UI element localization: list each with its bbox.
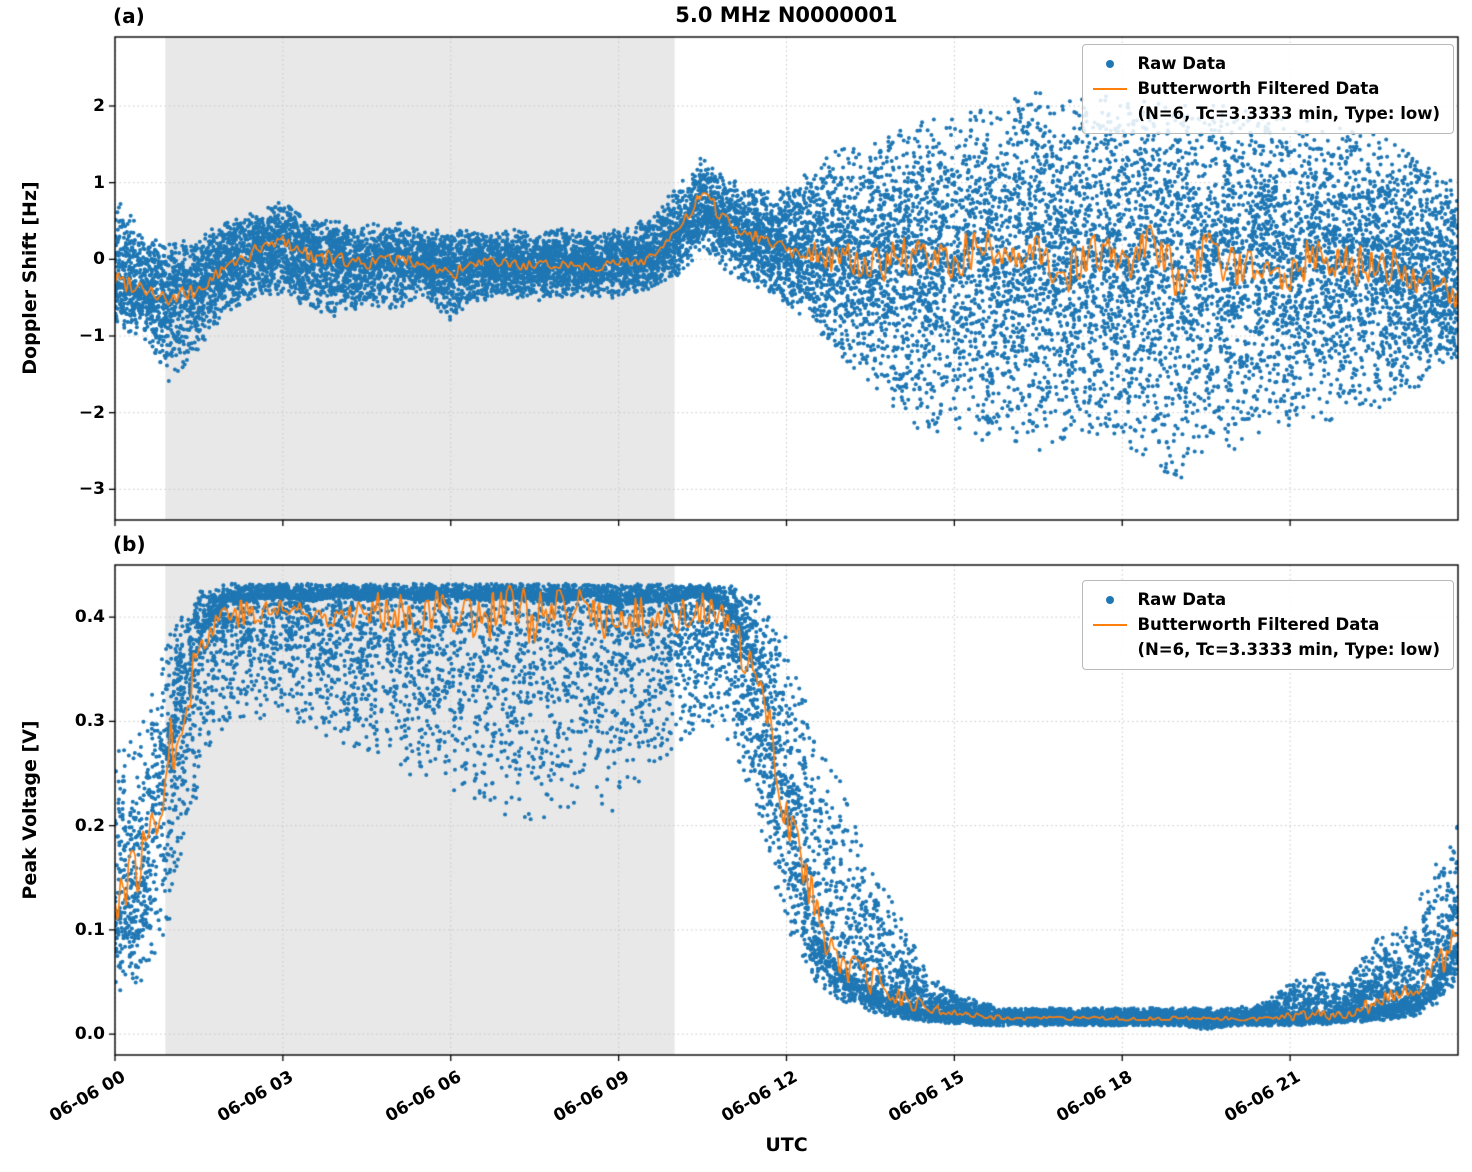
y-tick-label: −3 [78, 479, 105, 500]
y-tick-label: 0.4 [74, 607, 105, 628]
panel-a-label: (a) [113, 4, 145, 28]
y-axis-label-voltage: Peak Voltage [V] [19, 720, 41, 900]
legend-filtered-sublabel: (N=6, Tc=3.3333 min, Type: low) [1137, 103, 1440, 123]
legend-row-filtered: Butterworth Filtered Data [1092, 613, 1440, 638]
x-axis-label: UTC [765, 1134, 808, 1156]
legend-panel-a: Raw Data Butterworth Filtered Data (N=6,… [1082, 44, 1454, 135]
y-tick-label: −2 [78, 402, 105, 423]
legend-filtered-label: Butterworth Filtered Data [1137, 614, 1380, 634]
y-tick-label: 0.3 [74, 711, 105, 732]
y-tick-label: 0 [93, 249, 105, 270]
legend-panel-b: Raw Data Butterworth Filtered Data (N=6,… [1082, 580, 1454, 671]
figure-title: 5.0 MHz N0000001 [675, 3, 898, 27]
legend-raw-label: Raw Data [1137, 590, 1227, 609]
legend-row-filtered: Butterworth Filtered Data [1092, 77, 1440, 102]
legend-row-filtered-sub: (N=6, Tc=3.3333 min, Type: low) [1092, 638, 1440, 663]
panel-b-label: (b) [113, 532, 146, 556]
y-tick-label: 1 [93, 172, 105, 193]
legend-filtered-label: Butterworth Filtered Data [1137, 78, 1380, 98]
y-tick-label: 0.1 [74, 919, 105, 940]
y-tick-label: −1 [78, 326, 105, 346]
y-tick-label: 0.0 [74, 1024, 105, 1045]
y-tick-label: 0.2 [74, 815, 105, 836]
legend-filtered-sublabel: (N=6, Tc=3.3333 min, Type: low) [1137, 639, 1440, 659]
legend-row-raw: Raw Data [1092, 52, 1440, 77]
filtered-line-marker-icon [1093, 88, 1128, 91]
raw-data-marker-icon [1106, 596, 1115, 605]
legend-row-raw: Raw Data [1092, 588, 1440, 613]
y-tick-label: 2 [93, 96, 105, 116]
legend-row-filtered-sub: (N=6, Tc=3.3333 min, Type: low) [1092, 102, 1440, 127]
legend-raw-label: Raw Data [1137, 54, 1227, 73]
filtered-line-marker-icon [1093, 624, 1128, 627]
raw-data-marker-icon [1106, 60, 1115, 69]
